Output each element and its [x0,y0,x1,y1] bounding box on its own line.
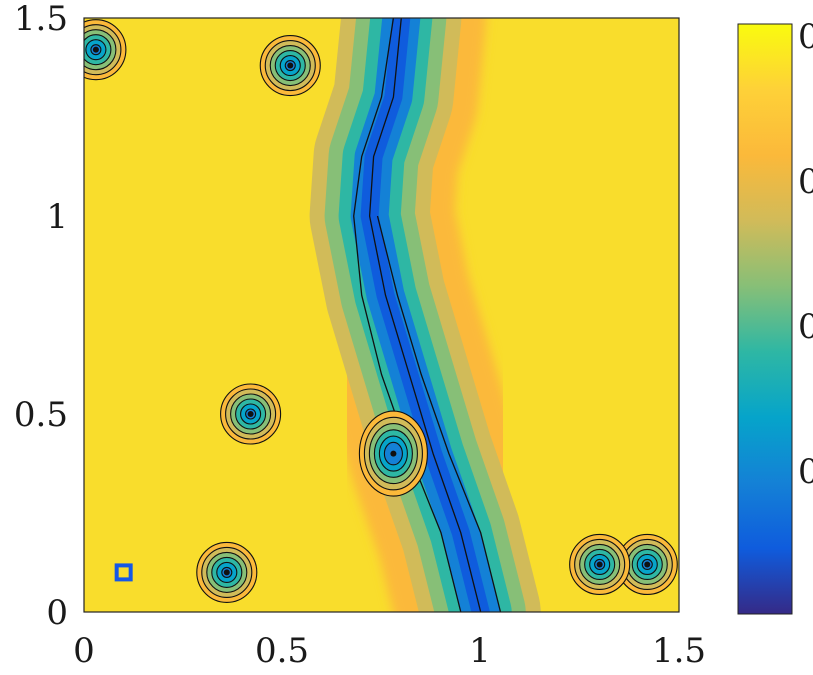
colorbar: 0 0 0 0 [737,17,813,615]
contour-line [353,18,462,612]
colorbar-tick-label: 0 [798,162,813,202]
contour-spot [259,34,321,97]
y-tick-label: 0.5 [14,395,68,435]
x-tick-label: 1 [469,631,491,671]
contour-spot [196,541,258,603]
spot-center [247,411,254,417]
colorbar-tick-label: 0 [798,452,813,492]
colorbar-gradient [737,23,793,615]
colorbar-tick-label: 0 [798,307,813,347]
x-tick-label: 0 [73,631,95,671]
contour-spot [616,533,678,596]
x-tick-label: 0.5 [255,631,309,671]
spot-center [596,561,603,568]
contour-spot [569,533,631,596]
contour-line [376,215,502,612]
y-tick-label: 1 [46,197,68,237]
x-axis: 0 0.5 1 1.5 [73,631,706,671]
spot-center [92,46,99,53]
location-marker [114,563,133,582]
spot-center [390,450,397,457]
contour-line [368,18,482,612]
plot-frame [83,17,680,613]
contour-spot [220,383,282,445]
contour-field [84,18,678,612]
spot-center [223,569,230,576]
colorbar-tick-label: 0 [798,17,813,57]
contour-spot [84,19,127,81]
y-axis: 0 0.5 1 1.5 [14,0,68,633]
contour-spot [358,410,428,497]
x-tick-label: 1.5 [652,631,706,671]
plot-area [83,17,680,613]
spot-center [287,62,294,69]
spot-center [644,561,651,568]
y-tick-label: 1.5 [14,0,68,39]
y-tick-label: 0 [46,593,68,633]
